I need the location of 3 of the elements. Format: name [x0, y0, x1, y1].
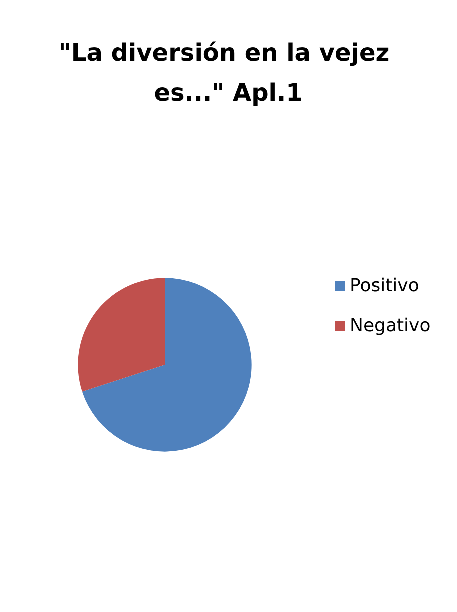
legend-label: Positivo [350, 276, 420, 296]
legend-label: Negativo [350, 316, 431, 336]
chart-title: "La diversión en la vejez es..." Apl.1 [58, 39, 398, 107]
